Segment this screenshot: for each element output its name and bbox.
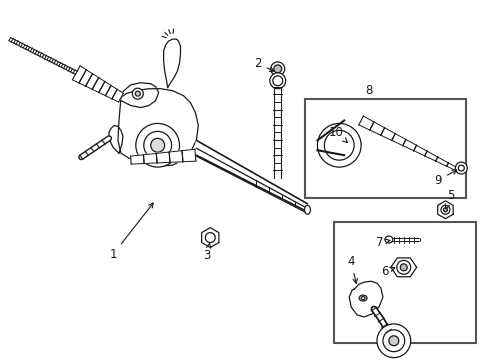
Polygon shape — [163, 39, 180, 88]
Ellipse shape — [304, 205, 310, 214]
Circle shape — [440, 205, 449, 214]
Polygon shape — [358, 116, 458, 171]
Bar — [334, 222, 475, 343]
Circle shape — [273, 65, 281, 73]
Circle shape — [136, 123, 179, 167]
Polygon shape — [348, 281, 382, 317]
Circle shape — [457, 165, 463, 171]
Text: 10: 10 — [328, 126, 346, 143]
Circle shape — [388, 336, 398, 346]
Bar — [304, 99, 466, 198]
Polygon shape — [390, 258, 416, 277]
Circle shape — [382, 330, 404, 352]
Circle shape — [272, 76, 282, 86]
Circle shape — [150, 138, 164, 152]
Circle shape — [132, 88, 143, 99]
Circle shape — [317, 123, 360, 167]
Polygon shape — [109, 125, 122, 153]
Text: 1: 1 — [109, 203, 153, 261]
Polygon shape — [437, 201, 452, 219]
Text: 8: 8 — [365, 84, 372, 97]
Circle shape — [376, 324, 410, 357]
Text: 4: 4 — [346, 255, 357, 283]
Circle shape — [396, 260, 410, 274]
Polygon shape — [130, 149, 195, 164]
Ellipse shape — [360, 297, 365, 300]
Text: 3: 3 — [203, 243, 210, 262]
Polygon shape — [72, 66, 123, 102]
Polygon shape — [118, 89, 198, 166]
Text: 6: 6 — [380, 265, 394, 278]
Circle shape — [269, 73, 285, 89]
Circle shape — [143, 131, 171, 159]
Circle shape — [135, 91, 140, 96]
Circle shape — [400, 264, 407, 271]
Circle shape — [205, 233, 215, 243]
Circle shape — [270, 62, 284, 76]
Text: 5: 5 — [445, 189, 453, 209]
Circle shape — [454, 162, 467, 174]
Text: 9: 9 — [434, 170, 456, 186]
Text: 7: 7 — [375, 236, 389, 249]
Polygon shape — [196, 148, 304, 212]
Polygon shape — [117, 83, 158, 108]
Ellipse shape — [384, 236, 392, 243]
Text: 2: 2 — [254, 57, 273, 71]
Polygon shape — [196, 140, 307, 212]
Circle shape — [324, 130, 353, 160]
Ellipse shape — [358, 295, 366, 301]
Polygon shape — [201, 228, 219, 247]
Circle shape — [443, 208, 447, 212]
